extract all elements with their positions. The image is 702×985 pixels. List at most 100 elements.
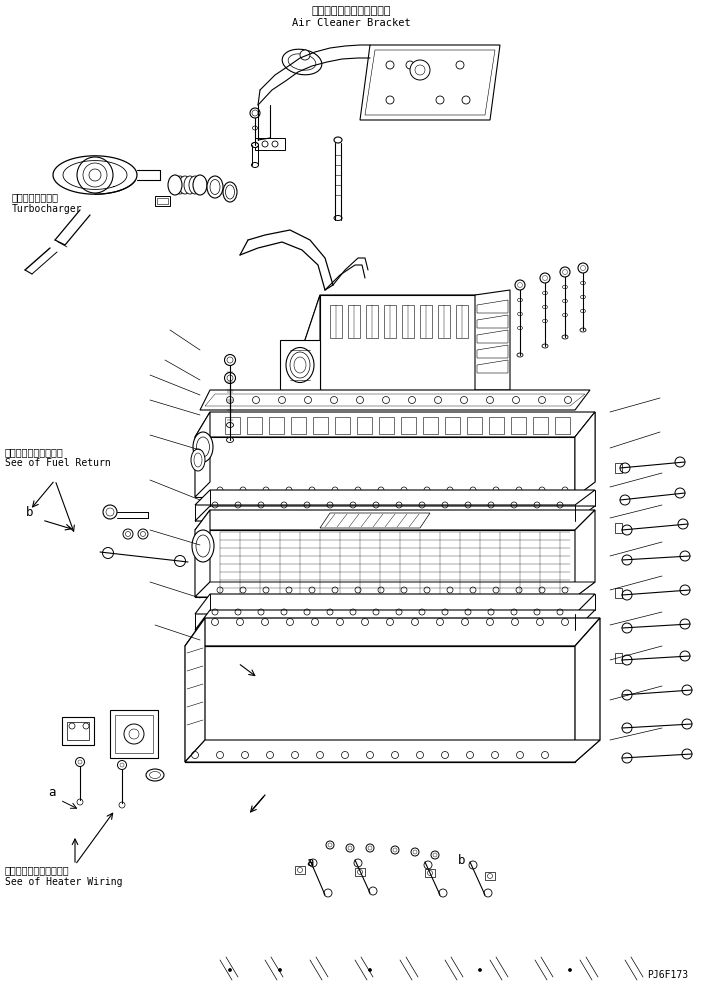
Circle shape — [102, 548, 114, 558]
Text: ターボチャージャ: ターボチャージャ — [12, 192, 59, 202]
Polygon shape — [575, 412, 595, 497]
Circle shape — [682, 685, 692, 695]
Circle shape — [682, 749, 692, 759]
Ellipse shape — [169, 176, 181, 194]
Ellipse shape — [179, 176, 191, 194]
Text: a: a — [306, 856, 314, 869]
Circle shape — [680, 585, 690, 595]
Circle shape — [76, 757, 84, 766]
Circle shape — [250, 108, 260, 118]
Circle shape — [680, 651, 690, 661]
Circle shape — [560, 267, 570, 277]
Ellipse shape — [193, 432, 213, 462]
Text: See of Fuel Return: See of Fuel Return — [5, 458, 111, 468]
Bar — [62, 717, 94, 745]
Bar — [67, 722, 89, 740]
Circle shape — [469, 861, 477, 869]
Polygon shape — [305, 295, 320, 390]
Polygon shape — [195, 412, 210, 497]
Circle shape — [622, 525, 632, 535]
Polygon shape — [485, 872, 495, 880]
Polygon shape — [195, 510, 210, 597]
Circle shape — [569, 968, 571, 971]
Polygon shape — [575, 618, 600, 762]
Ellipse shape — [192, 530, 214, 562]
Polygon shape — [195, 610, 595, 630]
Circle shape — [410, 60, 430, 80]
Ellipse shape — [193, 175, 207, 195]
Ellipse shape — [562, 335, 568, 339]
Polygon shape — [185, 618, 600, 646]
Ellipse shape — [194, 176, 206, 194]
Circle shape — [309, 859, 317, 867]
Text: See of Heater Wiring: See of Heater Wiring — [5, 877, 123, 887]
Circle shape — [675, 457, 685, 467]
Polygon shape — [195, 530, 575, 597]
Polygon shape — [195, 490, 595, 505]
Text: b: b — [458, 853, 465, 867]
Circle shape — [622, 590, 632, 600]
Ellipse shape — [223, 182, 237, 202]
Circle shape — [227, 357, 233, 363]
Circle shape — [622, 723, 632, 733]
Polygon shape — [280, 340, 320, 390]
Polygon shape — [255, 138, 285, 150]
Circle shape — [411, 848, 419, 856]
Polygon shape — [195, 582, 595, 597]
Ellipse shape — [189, 176, 201, 194]
Circle shape — [124, 724, 144, 744]
Ellipse shape — [174, 176, 186, 194]
Circle shape — [366, 844, 374, 852]
Circle shape — [138, 529, 148, 539]
Polygon shape — [195, 594, 595, 614]
Text: PJ6F173: PJ6F173 — [647, 970, 688, 980]
Polygon shape — [195, 510, 595, 530]
Circle shape — [439, 889, 447, 897]
Circle shape — [369, 968, 371, 971]
Polygon shape — [185, 618, 205, 762]
Text: フェエルリターン参照: フェエルリターン参照 — [5, 447, 64, 457]
Polygon shape — [295, 866, 305, 874]
Circle shape — [622, 753, 632, 763]
Circle shape — [225, 355, 235, 365]
Ellipse shape — [542, 344, 548, 348]
Text: a: a — [48, 786, 55, 800]
Polygon shape — [575, 412, 595, 497]
Circle shape — [680, 551, 690, 561]
Polygon shape — [185, 740, 600, 762]
Circle shape — [175, 556, 185, 566]
Circle shape — [678, 519, 688, 529]
Circle shape — [77, 799, 83, 805]
Ellipse shape — [227, 437, 234, 442]
Polygon shape — [305, 295, 490, 340]
Circle shape — [324, 889, 332, 897]
Polygon shape — [320, 513, 430, 528]
Circle shape — [484, 889, 492, 897]
Circle shape — [622, 690, 632, 700]
Circle shape — [346, 844, 354, 852]
Circle shape — [515, 280, 525, 290]
Bar — [155, 196, 170, 206]
Ellipse shape — [207, 176, 223, 198]
Circle shape — [680, 619, 690, 629]
Circle shape — [77, 157, 113, 193]
Circle shape — [578, 263, 588, 273]
Circle shape — [622, 555, 632, 565]
Ellipse shape — [580, 328, 586, 332]
Circle shape — [675, 488, 685, 498]
Circle shape — [391, 846, 399, 854]
Circle shape — [117, 760, 126, 769]
Circle shape — [119, 802, 125, 808]
Circle shape — [369, 887, 377, 895]
Ellipse shape — [282, 49, 322, 75]
Circle shape — [622, 655, 632, 665]
Circle shape — [227, 375, 233, 381]
Circle shape — [682, 719, 692, 729]
Circle shape — [225, 372, 235, 383]
Polygon shape — [200, 390, 590, 410]
Ellipse shape — [517, 353, 523, 357]
Circle shape — [123, 529, 133, 539]
Circle shape — [424, 861, 432, 869]
Circle shape — [620, 495, 630, 505]
Ellipse shape — [168, 175, 182, 195]
